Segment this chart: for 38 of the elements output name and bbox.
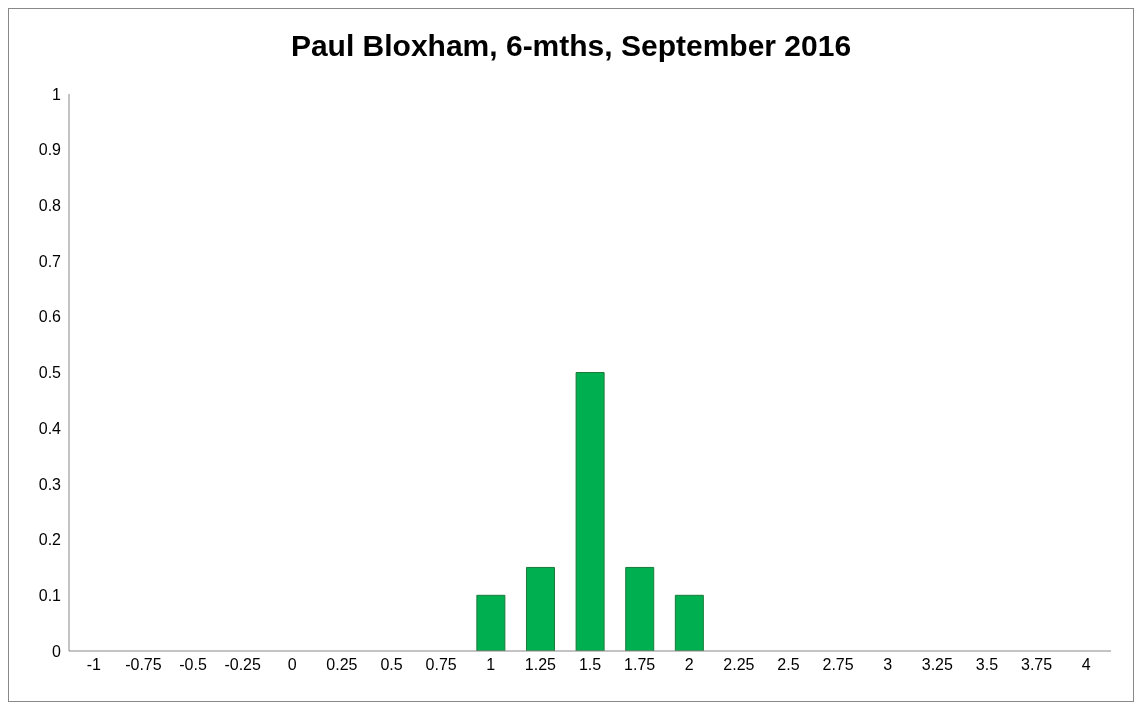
y-tick-label: 0.7 (38, 252, 62, 270)
x-tick-label: 1.25 (524, 656, 557, 674)
bar (674, 594, 704, 651)
x-tick-label: 4 (1081, 656, 1091, 674)
x-tick-label: 2.75 (822, 656, 854, 674)
y-tick-label: 0 (52, 642, 62, 660)
x-tick-label: 1 (486, 656, 496, 674)
x-tick-label: 3 (883, 656, 893, 674)
x-tick-label: 0.25 (326, 656, 358, 674)
bar (525, 566, 555, 651)
x-tick-label: 0.5 (380, 656, 403, 674)
x-tick-label: -0.75 (125, 656, 162, 674)
x-tick-label: 3.25 (921, 656, 954, 674)
y-tick-label: 1 (52, 85, 62, 103)
y-tick-label: 0.6 (38, 308, 62, 326)
y-tick-label: 0.1 (38, 586, 62, 604)
x-tick-label: -0.25 (224, 656, 261, 674)
y-tick-label: 0.5 (38, 364, 62, 382)
x-tick-label: -1 (86, 656, 102, 674)
x-tick-label: 2.5 (777, 656, 800, 674)
bar (575, 372, 605, 651)
x-tick-label: 2.25 (723, 656, 755, 674)
x-tick-label: 1.75 (624, 656, 656, 674)
bar (476, 594, 506, 651)
x-tick-label: 0.75 (425, 656, 457, 674)
x-tick-label: 2 (684, 656, 694, 674)
x-tick-label: 3.75 (1021, 656, 1053, 674)
x-tick-label: 3.5 (975, 656, 999, 674)
y-tick-label: 0.8 (38, 197, 62, 215)
y-tick-label: 0.9 (38, 141, 62, 159)
chart-title: Paul Bloxham, 6-mths, September 2016 (289, 28, 853, 64)
x-tick-label: 0 (287, 656, 297, 674)
y-tick-label: 0.3 (38, 475, 62, 493)
bar (625, 566, 655, 651)
x-tick-label: 1.5 (578, 656, 602, 674)
x-tick-label: -0.5 (179, 656, 207, 674)
y-tick-label: 0.4 (38, 419, 62, 437)
y-tick-label: 0.2 (38, 531, 62, 549)
